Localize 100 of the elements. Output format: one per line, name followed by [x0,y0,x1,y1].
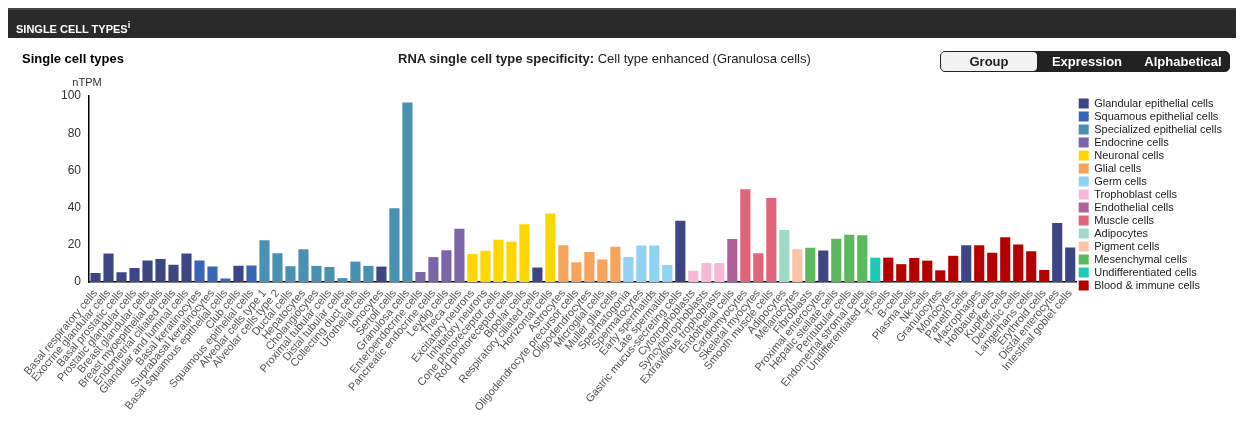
bar [740,189,751,283]
bar [662,264,673,283]
bar [480,250,491,283]
bar [688,270,699,283]
bar [285,266,296,283]
legend-label: Neuronal cells [1094,148,1165,161]
legend-label: Blood & immune cells [1094,278,1201,291]
bar [610,246,621,283]
bar [1026,251,1037,283]
bar [1039,269,1050,283]
bar [558,245,569,283]
text: Alphabetical [1143,53,1223,71]
legend-label: Specialized epithelial cells [1094,122,1223,135]
bar [415,271,426,283]
bar [363,265,374,283]
bar [428,257,439,283]
legend-label: Squamous epithelial cells [1094,109,1219,122]
bar [844,234,855,283]
bar [1052,223,1063,283]
bar [116,272,127,283]
bar [324,266,335,283]
bar [155,258,166,283]
bar [636,245,647,283]
legend-label: Muscle cells [1094,213,1155,226]
bar [220,278,231,283]
legend-label: Germ cells [1094,174,1148,187]
legend-label: Endothelial cells [1094,200,1175,213]
bar [337,278,348,283]
bar [935,270,946,283]
chart-title: SINGLE CELL TYPES$^{i}$ [8,8,1236,38]
bar [376,266,387,283]
bar [987,252,998,283]
bar [181,253,192,283]
bar [311,265,322,283]
bar [961,245,972,283]
bar [896,264,907,283]
bar [571,262,582,283]
y-tick-label: 80 [67,125,82,140]
bar [506,241,517,283]
bar [207,266,218,283]
bar [974,245,985,283]
bar [441,250,452,283]
bar [467,253,478,283]
bar [714,263,725,283]
text: Expression [1050,53,1124,71]
bar [831,238,842,283]
legend-label: Glandular epithelial cells [1094,96,1214,109]
bar [818,250,829,283]
bar [870,257,881,283]
bar [194,260,205,283]
bar [129,267,140,283]
bar [272,253,283,283]
bar [493,239,504,283]
legend-label: Undifferentiated cells [1094,265,1198,278]
chart-subtitle: RNA single cell type specificity: Cell type enhanced (Granulosa cells) [398,51,811,66]
bar [519,224,530,283]
bar [922,260,933,283]
text: Group [941,52,1037,71]
legend-label: Adipocytes [1094,226,1149,239]
y-axis-title: nTPM [72,76,102,88]
y-tick-label: 0 [74,274,82,289]
bar [948,255,959,283]
bar [701,263,712,283]
y-tick-label: 40 [67,199,82,214]
bar [545,213,556,283]
bar [766,197,777,283]
bar [1013,244,1024,283]
bar [753,253,764,283]
bar [792,249,803,283]
bar [779,229,790,283]
y-tick-label: 20 [67,237,82,252]
bar [402,102,413,283]
bar [233,265,244,283]
bar [454,228,465,283]
bar [857,235,868,283]
bar [168,264,179,283]
bar [142,260,153,283]
text: Single cell types [22,51,124,66]
bar [883,257,894,283]
bar [1065,247,1076,283]
bar [597,259,608,283]
bar [259,240,270,283]
bar [909,258,920,283]
legend-label: Glial cells [1094,161,1142,174]
bar [623,256,634,283]
bar [532,267,543,283]
bar [389,208,400,283]
legend-label: Trophoblast cells [1094,187,1178,200]
bar [90,273,101,283]
bar [649,245,660,283]
legend-label: Mesenchymal cells [1094,252,1188,265]
bar [103,253,114,283]
legend-label: Endocrine cells [1094,135,1170,148]
bar [805,247,816,283]
legend-label: Pigment cells [1094,239,1161,252]
y-tick-label: 100 [60,88,82,103]
bar [246,265,257,283]
bar [727,239,738,283]
y-tick-label: 60 [67,162,82,177]
bar [298,249,309,283]
